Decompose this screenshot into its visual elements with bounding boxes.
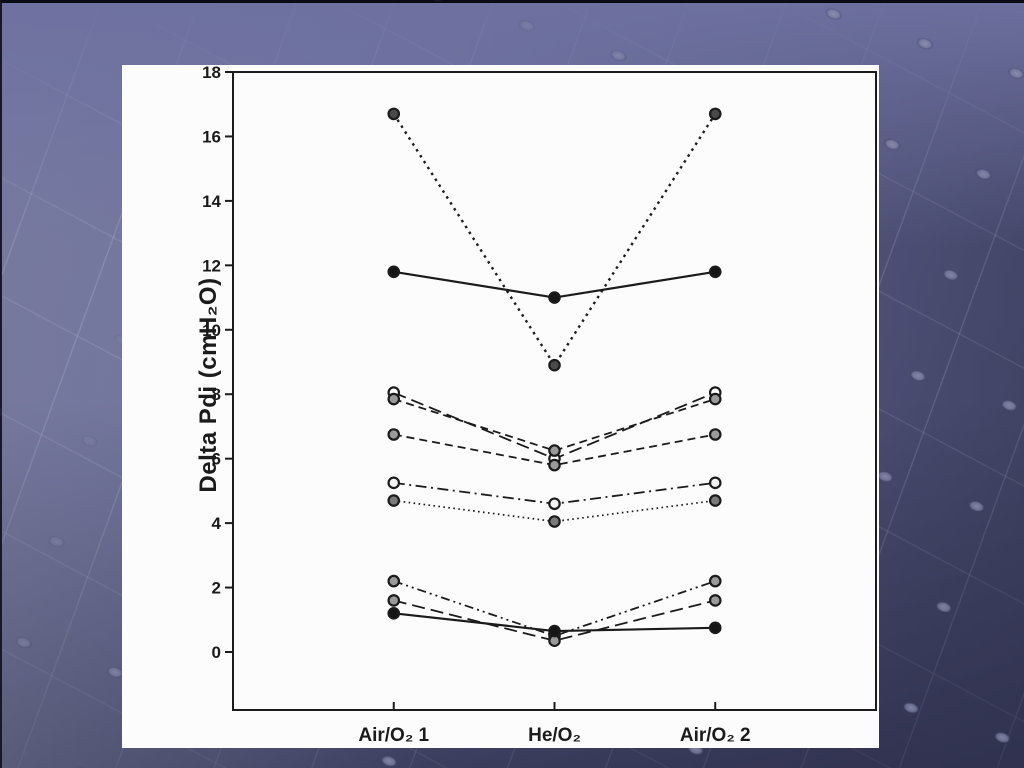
data-point-line-06 [708, 476, 722, 490]
chart-plot: 0 2 4 6 8 10 12 14 16 18 Air/O₂ 1 He/O₂ Air/O₂ 2 [202, 65, 877, 746]
data-point-line-06 [548, 497, 561, 511]
y-tick-label: 4 [212, 514, 222, 533]
y-tick-label: 18 [202, 65, 221, 82]
y-tick-label: 12 [202, 256, 221, 275]
data-point-line-10 [708, 621, 722, 635]
data-point-line-07 [708, 494, 722, 507]
series-line-line-09 [393, 599, 716, 642]
series-line-line-01 [392, 113, 717, 368]
y-tick-label: 16 [202, 127, 221, 146]
data-point-line-07 [387, 494, 401, 507]
data-point-line-02 [548, 291, 561, 304]
y-tick-label: 14 [202, 192, 221, 211]
series-line-line-07 [393, 499, 716, 523]
series-line-line-04 [393, 398, 716, 452]
y-tick-label: 10 [202, 321, 221, 340]
data-point-line-08 [708, 574, 722, 588]
data-point-line-01 [548, 358, 561, 372]
y-tick-label: 8 [212, 385, 221, 404]
data-point-line-07 [548, 515, 561, 528]
data-point-line-01 [708, 107, 722, 121]
data-point-line-09 [387, 594, 401, 607]
data-point-line-05 [708, 428, 722, 441]
data-point-line-05 [387, 428, 401, 441]
data-point-line-05 [548, 458, 561, 472]
y-tick-label: 0 [212, 643, 221, 662]
plot-frame [232, 71, 877, 711]
data-point-line-02 [708, 265, 722, 279]
y-tick-label: 6 [212, 450, 221, 469]
data-point-line-02 [387, 265, 401, 279]
data-point-line-09 [708, 594, 722, 607]
data-point-line-04 [387, 392, 401, 406]
data-point-line-10 [548, 624, 561, 638]
chart-panel: Delta Pdi (cmH₂O) 0 2 4 6 8 10 12 14 16 18 Air/O₂ … [122, 65, 879, 748]
x-tick-label: Air/O₂ 2 [680, 725, 751, 746]
data-point-line-01 [387, 107, 401, 121]
y-tick-label: 2 [212, 579, 221, 598]
x-tick-label: He/O₂ [528, 725, 581, 746]
data-point-line-08 [387, 574, 401, 588]
data-point-line-10 [387, 607, 401, 620]
x-tick-label: Air/O₂ 1 [358, 725, 429, 746]
data-point-line-06 [387, 476, 401, 490]
data-point-line-04 [548, 444, 561, 457]
data-point-line-04 [708, 392, 722, 406]
